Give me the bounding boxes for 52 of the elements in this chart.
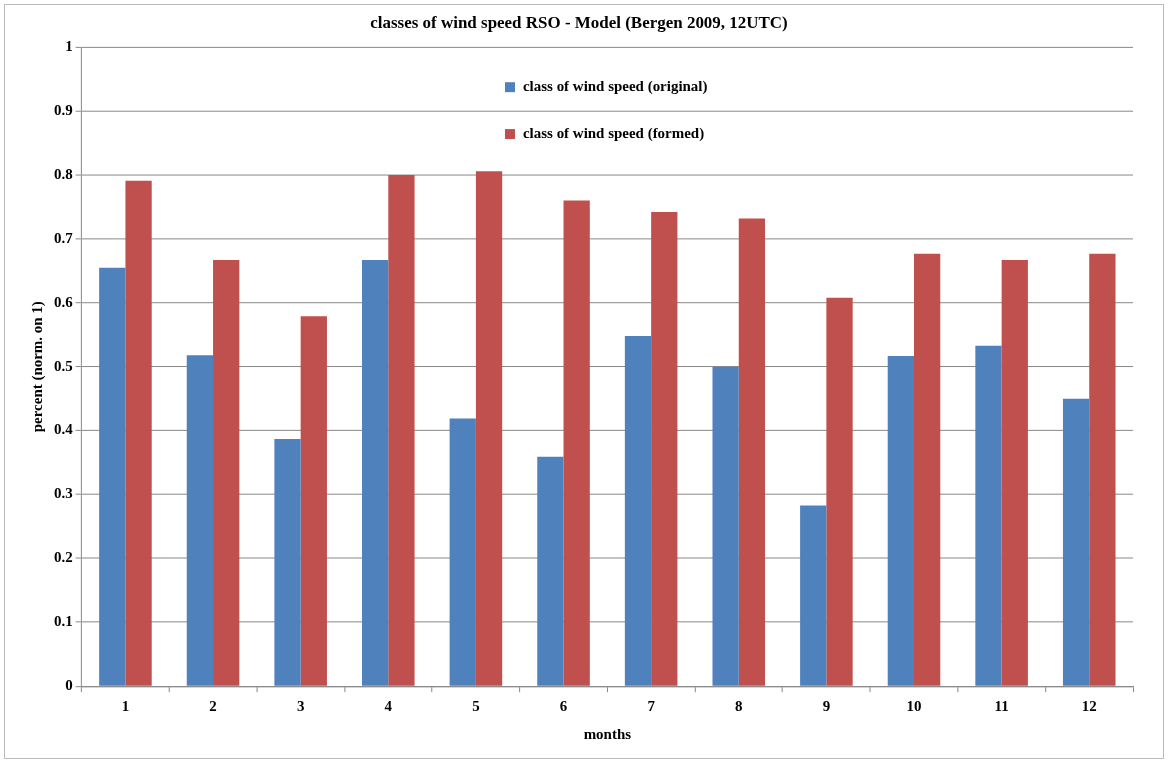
bar bbox=[800, 505, 827, 686]
x-tick-label: 9 bbox=[822, 698, 831, 715]
x-tick-label: 4 bbox=[384, 698, 393, 715]
bar bbox=[213, 260, 240, 686]
bar bbox=[537, 456, 564, 686]
x-tick-label: 8 bbox=[735, 698, 743, 715]
bar bbox=[712, 366, 739, 686]
bar bbox=[914, 253, 941, 686]
bar bbox=[826, 297, 853, 686]
bar bbox=[563, 200, 590, 686]
bar bbox=[99, 267, 126, 686]
y-tick-label: 0.7 bbox=[53, 229, 74, 246]
y-tick-label: 0.5 bbox=[53, 357, 73, 374]
y-tick-label: 0.1 bbox=[53, 613, 73, 630]
bar bbox=[1062, 398, 1090, 686]
x-tick-label: 10 bbox=[906, 698, 922, 715]
bar bbox=[186, 355, 214, 686]
x-tick-label: 3 bbox=[296, 698, 305, 715]
x-tick-label: 6 bbox=[559, 698, 568, 715]
bar bbox=[738, 218, 766, 686]
bar bbox=[274, 438, 301, 686]
y-tick-label: 0.2 bbox=[53, 549, 73, 566]
x-tick-label: 2 bbox=[209, 698, 217, 715]
chart-title: classes of wind speed RSO - Model (Bergen 2009, 12UTC) bbox=[370, 12, 788, 32]
y-axis-title: percent (norm. on 1) bbox=[28, 301, 46, 433]
bar bbox=[300, 316, 327, 686]
y-tick-label: 0.3 bbox=[53, 485, 73, 502]
y-tick-label: 0.9 bbox=[53, 102, 73, 119]
bar bbox=[388, 175, 415, 686]
bar bbox=[449, 418, 476, 686]
y-tick-label: 0.8 bbox=[53, 165, 73, 182]
bar bbox=[1089, 253, 1116, 686]
x-tick-label: 7 bbox=[647, 698, 656, 715]
y-tick-label: 1 bbox=[65, 38, 73, 55]
y-tick-label: 0 bbox=[65, 677, 73, 694]
x-tick-label: 11 bbox=[994, 698, 1009, 715]
legend-label: class of wind speed (formed) bbox=[522, 124, 705, 142]
bar bbox=[362, 260, 389, 686]
bar bbox=[975, 345, 1002, 686]
bar bbox=[1001, 260, 1028, 686]
y-tick-label: 0.6 bbox=[53, 293, 74, 310]
y-tick-label: 0.4 bbox=[53, 421, 74, 438]
x-tick-label: 12 bbox=[1081, 698, 1097, 715]
x-tick-label: 5 bbox=[472, 698, 480, 715]
bar bbox=[475, 171, 503, 686]
x-tick-label: 1 bbox=[121, 698, 130, 715]
bar bbox=[651, 212, 678, 686]
x-axis-title: months bbox=[583, 725, 632, 742]
bar bbox=[887, 355, 914, 686]
bar bbox=[125, 180, 152, 686]
bar bbox=[624, 336, 652, 686]
legend-label: class of wind speed (original) bbox=[522, 78, 708, 96]
